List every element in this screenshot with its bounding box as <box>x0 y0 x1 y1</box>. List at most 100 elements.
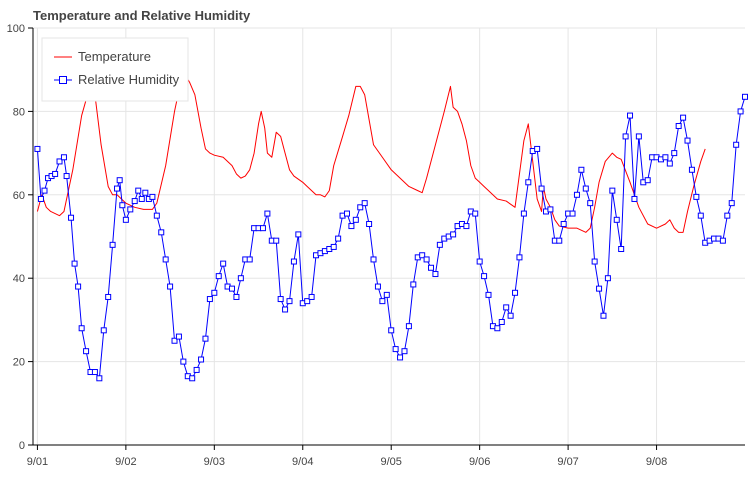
data-point-relative-humidity <box>158 229 165 236</box>
data-point-relative-humidity <box>277 296 284 303</box>
data-point-relative-humidity <box>343 210 350 217</box>
legend-marker-relative-humidity <box>59 76 67 84</box>
data-point-relative-humidity <box>671 150 678 157</box>
legend: Temperature Relative Humidity <box>41 37 189 102</box>
data-point-relative-humidity <box>109 241 116 248</box>
data-point-relative-humidity <box>127 206 134 213</box>
data-point-relative-humidity <box>383 291 390 298</box>
data-point-relative-humidity <box>675 123 682 129</box>
data-point-relative-humidity <box>193 366 200 373</box>
data-point-relative-humidity <box>498 318 505 325</box>
data-point-relative-humidity <box>198 356 205 363</box>
data-point-relative-humidity <box>401 348 408 355</box>
series-layer <box>34 71 748 382</box>
data-point-relative-humidity <box>569 210 576 217</box>
x-tick-label: 9/07 <box>557 456 578 468</box>
data-point-relative-humidity <box>246 256 253 263</box>
data-point-relative-humidity <box>114 185 121 192</box>
data-point-relative-humidity <box>476 258 483 265</box>
data-point-relative-humidity <box>666 160 673 167</box>
data-point-relative-humidity <box>392 346 399 353</box>
x-tick-label: 9/04 <box>292 456 313 468</box>
data-point-relative-humidity <box>220 260 227 267</box>
data-point-relative-humidity <box>162 256 169 263</box>
data-point-relative-humidity <box>547 206 554 213</box>
data-point-relative-humidity <box>719 237 726 244</box>
x-tick-label: 9/03 <box>204 456 225 468</box>
data-point-relative-humidity <box>627 112 634 119</box>
data-point-relative-humidity <box>75 283 82 290</box>
data-point-relative-humidity <box>273 237 280 244</box>
legend-label-relative-humidity: Relative Humidity <box>78 72 180 87</box>
data-point-relative-humidity <box>361 200 368 207</box>
data-point-relative-humidity <box>68 214 75 221</box>
data-point-relative-humidity <box>737 108 744 115</box>
data-point-relative-humidity <box>688 166 695 173</box>
data-point-relative-humidity <box>131 198 138 205</box>
data-point-relative-humidity <box>233 293 240 300</box>
data-point-relative-humidity <box>556 237 563 244</box>
legend-label-temperature: Temperature <box>78 49 151 64</box>
data-point-relative-humidity <box>742 93 748 100</box>
data-point-relative-humidity <box>202 335 209 342</box>
y-tick-label: 100 <box>7 23 25 35</box>
data-point-relative-humidity <box>609 187 616 194</box>
data-point-relative-humidity <box>604 275 611 282</box>
data-point-relative-humidity <box>348 223 355 230</box>
data-point-relative-humidity <box>105 293 112 300</box>
data-point-relative-humidity <box>116 177 123 184</box>
data-point-relative-humidity <box>613 216 620 223</box>
data-point-relative-humidity <box>450 231 457 238</box>
data-point-relative-humidity <box>206 296 213 303</box>
axes: 0 20 40 60 80 100 9/01 9/02 9/03 9/04 9/05 9/06 9/07… <box>7 23 745 468</box>
data-point-relative-humidity <box>573 191 580 198</box>
data-point-relative-humidity <box>153 212 160 219</box>
data-point-relative-humidity <box>295 231 302 238</box>
data-point-relative-humidity <box>286 298 293 305</box>
data-point-relative-humidity <box>494 325 501 332</box>
data-point-relative-humidity <box>591 258 598 265</box>
x-tick-label: 9/08 <box>646 456 667 468</box>
data-point-relative-humidity <box>388 327 395 334</box>
data-point-relative-humidity <box>119 202 126 209</box>
y-tick-label: 80 <box>13 106 25 118</box>
data-point-relative-humidity <box>366 220 373 227</box>
data-point-relative-humidity <box>78 325 85 332</box>
data-point-relative-humidity <box>635 133 642 140</box>
data-point-relative-humidity <box>237 275 244 282</box>
data-point-relative-humidity <box>733 141 740 148</box>
legend-box <box>41 37 189 102</box>
data-point-relative-humidity <box>41 187 48 194</box>
data-point-relative-humidity <box>71 260 78 267</box>
series-line-temperature <box>36 71 706 233</box>
data-point-relative-humidity <box>397 354 404 361</box>
data-point-relative-humidity <box>432 271 439 278</box>
data-point-relative-humidity <box>525 179 532 186</box>
data-point-relative-humidity <box>680 114 687 121</box>
data-point-relative-humidity <box>587 200 594 207</box>
data-point-relative-humidity <box>290 258 297 265</box>
data-point-relative-humidity <box>189 375 196 382</box>
x-tick-label: 9/06 <box>469 456 490 468</box>
data-point-relative-humidity <box>582 185 589 192</box>
data-point-relative-humidity <box>304 298 311 305</box>
data-point-relative-humidity <box>211 289 218 296</box>
data-point-relative-humidity <box>215 273 222 280</box>
data-point-relative-humidity <box>503 304 510 311</box>
data-point-relative-humidity <box>142 189 149 196</box>
data-point-relative-humidity <box>538 185 545 192</box>
data-point-relative-humidity <box>405 323 412 330</box>
data-point-relative-humidity <box>520 210 527 217</box>
data-point-relative-humidity <box>578 166 585 173</box>
data-point-relative-humidity <box>352 216 359 223</box>
data-point-relative-humidity <box>370 256 377 263</box>
data-point-relative-humidity <box>684 137 691 144</box>
data-point-relative-humidity <box>463 223 470 230</box>
data-point-relative-humidity <box>534 145 541 152</box>
data-point-relative-humidity <box>697 212 704 219</box>
data-point-relative-humidity <box>330 243 337 250</box>
data-point-relative-humidity <box>60 154 67 161</box>
y-tick-label: 20 <box>13 357 25 369</box>
data-point-relative-humidity <box>516 254 523 261</box>
